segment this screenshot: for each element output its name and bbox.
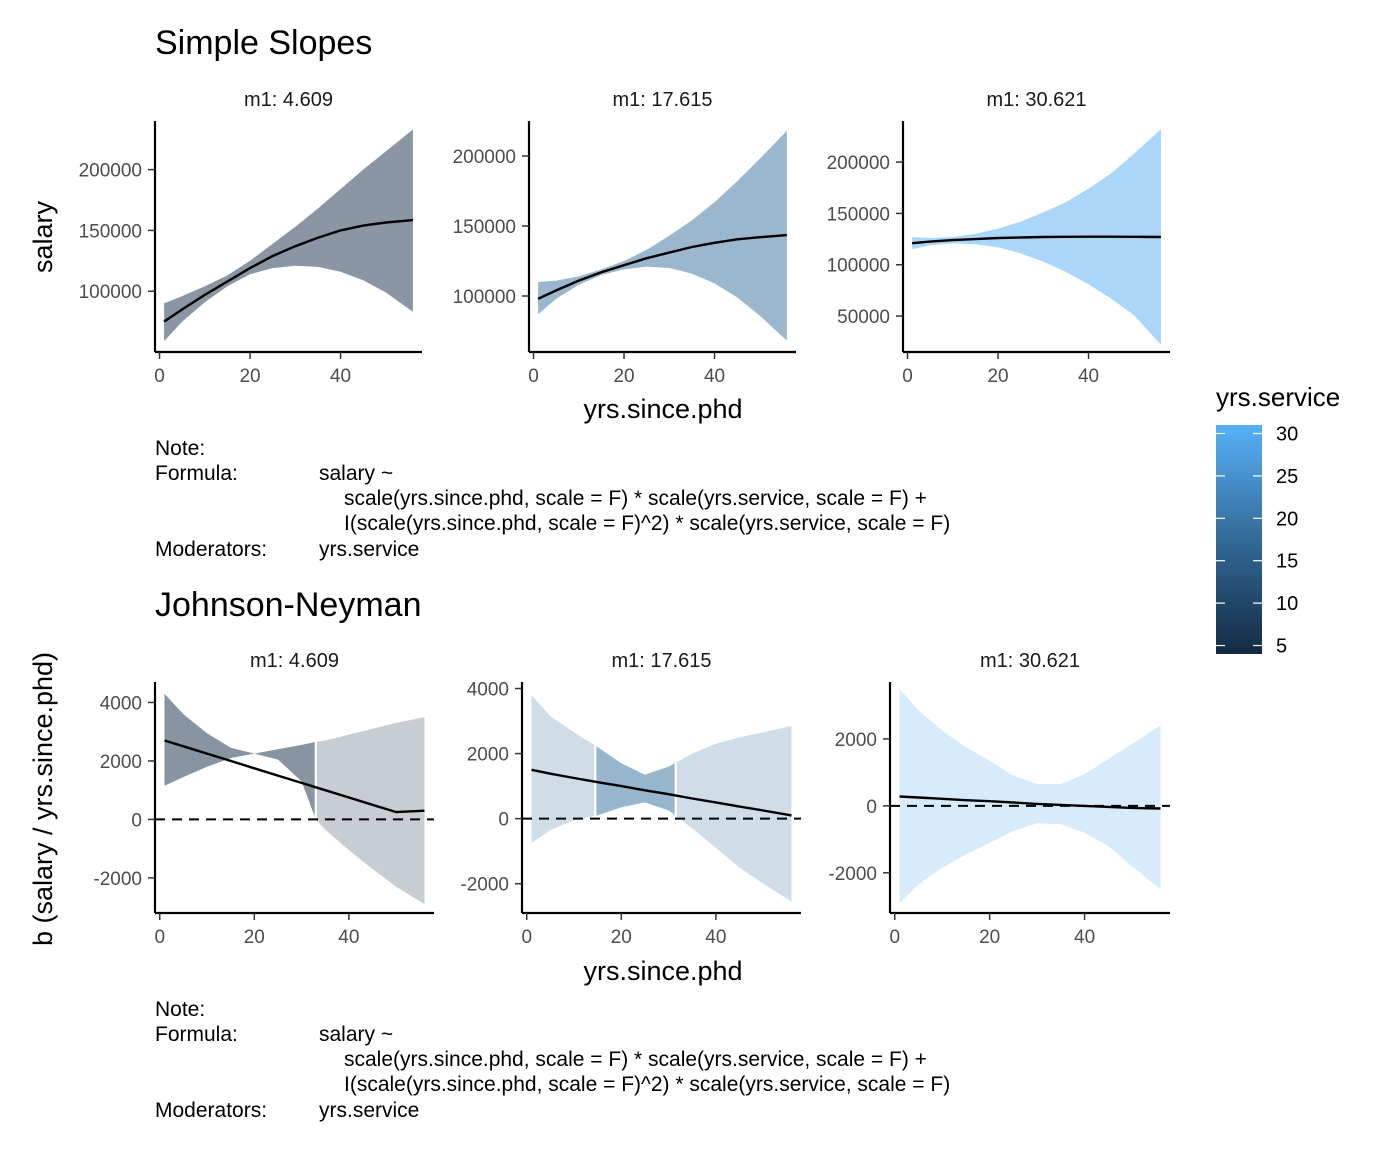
x-tick-label: 40 — [330, 366, 351, 387]
simple-slopes-title: Simple Slopes — [155, 24, 372, 62]
x-tick-label: 20 — [613, 366, 634, 387]
confidence-band — [538, 130, 787, 341]
moderators-value: yrs.service — [319, 538, 419, 561]
legend-ticks: 30 25 20 15 10 5 — [1216, 423, 1298, 658]
x-tick-label: 20 — [239, 366, 260, 387]
panel: m1: 17.615 -2000 0 2000 4000 0 20 40 — [460, 650, 801, 948]
confidence-band — [531, 695, 792, 902]
formula-label: Formula: — [155, 462, 238, 485]
y-tick-label: 150000 — [827, 204, 890, 225]
legend-tick-label: 15 — [1276, 551, 1298, 573]
x-tick-label: 40 — [1078, 366, 1099, 387]
legend-colorbar — [1216, 425, 1262, 654]
panel: m1: 30.621 -2000 0 2000 0 20 40 — [828, 650, 1170, 948]
x-tick-label: 40 — [1074, 927, 1095, 948]
panel: m1: 30.621 50000 100000 150000 200000 0 20 40 — [827, 89, 1170, 387]
y-tick-label: 200000 — [827, 153, 890, 174]
y-tick-label: 100000 — [453, 287, 516, 308]
x-tick-label: 20 — [244, 927, 265, 948]
y-tick-label: 50000 — [837, 307, 890, 328]
x-tick-label: 0 — [154, 366, 165, 387]
y-tick-label: -2000 — [460, 875, 509, 896]
legend-tick-label: 5 — [1276, 636, 1287, 658]
formula-line-3: I(scale(yrs.since.phd, scale = F)^2) * s… — [344, 512, 950, 535]
moderators-label: Moderators: — [155, 538, 267, 561]
estimate-line — [164, 739, 425, 814]
johnson-neyman-title: Johnson-Neyman — [155, 586, 421, 624]
y-tick-label: 200000 — [453, 147, 516, 168]
y-tick-label: 2000 — [467, 745, 509, 766]
estimate-line — [899, 795, 1161, 810]
estimate-line — [911, 235, 1161, 245]
y-tick-label: 0 — [131, 810, 142, 831]
johnson-neyman-note: Note: Formula: salary ~ scale(yrs.since.… — [155, 998, 950, 1122]
johnson-neyman-x-axis-label: yrs.since.phd — [583, 956, 742, 986]
y-tick-label: 4000 — [467, 680, 509, 701]
x-tick-label: 40 — [704, 366, 725, 387]
y-tick-label: 0 — [498, 810, 509, 831]
simple-slopes-y-axis-label: salary — [28, 200, 58, 273]
confidence-band — [899, 688, 1161, 903]
y-tick-label: 100000 — [827, 256, 890, 277]
y-tick-label: 0 — [866, 797, 877, 818]
panel-strip-label: m1: 4.609 — [244, 89, 333, 111]
legend-tick-label: 30 — [1276, 423, 1298, 445]
y-tick-label: 4000 — [100, 693, 142, 714]
y-tick-label: 2000 — [835, 730, 877, 751]
x-tick-label: 0 — [902, 366, 913, 387]
y-tick-label: -2000 — [93, 869, 142, 890]
simple-slopes-x-axis-label: yrs.since.phd — [583, 394, 742, 424]
x-tick-label: 0 — [521, 927, 532, 948]
y-tick-label: 2000 — [100, 752, 142, 773]
x-tick-label: 20 — [979, 927, 1000, 948]
formula-line-1: salary ~ — [319, 462, 393, 485]
panel-strip-label: m1: 17.615 — [612, 89, 712, 111]
panel-strip-label: m1: 17.615 — [611, 650, 711, 672]
x-tick-label: 40 — [338, 927, 359, 948]
estimate-line — [531, 768, 792, 817]
confidence-band — [164, 693, 425, 905]
johnson-neyman-y-axis-label: b (salary / yrs.since.phd) — [28, 652, 58, 946]
x-tick-label: 0 — [154, 927, 165, 948]
panel-strip-label: m1: 30.621 — [986, 89, 1086, 111]
significance-region — [595, 695, 676, 902]
x-tick-label: 0 — [528, 366, 539, 387]
panel: m1: 4.609 100000 150000 200000 0 20 40 — [79, 89, 422, 387]
formula-line-1: salary ~ — [319, 1023, 393, 1046]
legend-tick-label: 25 — [1276, 466, 1298, 488]
legend-title: yrs.service — [1216, 382, 1340, 412]
y-tick-label: 150000 — [453, 217, 516, 238]
note-label: Note: — [155, 998, 205, 1021]
y-tick-label: -2000 — [828, 864, 877, 885]
estimate-line — [163, 218, 414, 323]
note-label: Note: — [155, 437, 205, 460]
confidence-band — [164, 129, 413, 342]
formula-label: Formula: — [155, 1023, 238, 1046]
legend-tick-label: 10 — [1276, 593, 1298, 615]
x-tick-label: 20 — [987, 366, 1008, 387]
x-tick-label: 40 — [705, 927, 726, 948]
y-tick-label: 100000 — [79, 282, 142, 303]
panel: m1: 17.615 100000 150000 200000 0 20 40 — [453, 89, 796, 387]
x-tick-label: 0 — [889, 927, 900, 948]
panel-strip-label: m1: 30.621 — [980, 650, 1080, 672]
formula-line-2: scale(yrs.since.phd, scale = F) * scale(… — [344, 487, 927, 510]
legend-tick-label: 20 — [1276, 508, 1298, 530]
estimate-line — [537, 233, 787, 300]
color-legend: yrs.service 30 25 20 15 10 5 — [1216, 382, 1340, 658]
moderators-label: Moderators: — [155, 1099, 267, 1122]
y-tick-label: 200000 — [79, 161, 142, 182]
panel: m1: 4.609 -2000 0 2000 4000 0 20 40 — [93, 650, 434, 948]
simple-slopes-note: Note: Formula: salary ~ scale(yrs.since.… — [155, 437, 950, 561]
x-tick-label: 20 — [611, 927, 632, 948]
moderators-value: yrs.service — [319, 1099, 419, 1122]
y-tick-label: 150000 — [79, 221, 142, 242]
panel-strip-label: m1: 4.609 — [250, 650, 339, 672]
formula-line-2: scale(yrs.since.phd, scale = F) * scale(… — [344, 1048, 927, 1071]
formula-line-3: I(scale(yrs.since.phd, scale = F)^2) * s… — [344, 1073, 950, 1096]
significance-region — [164, 693, 316, 905]
